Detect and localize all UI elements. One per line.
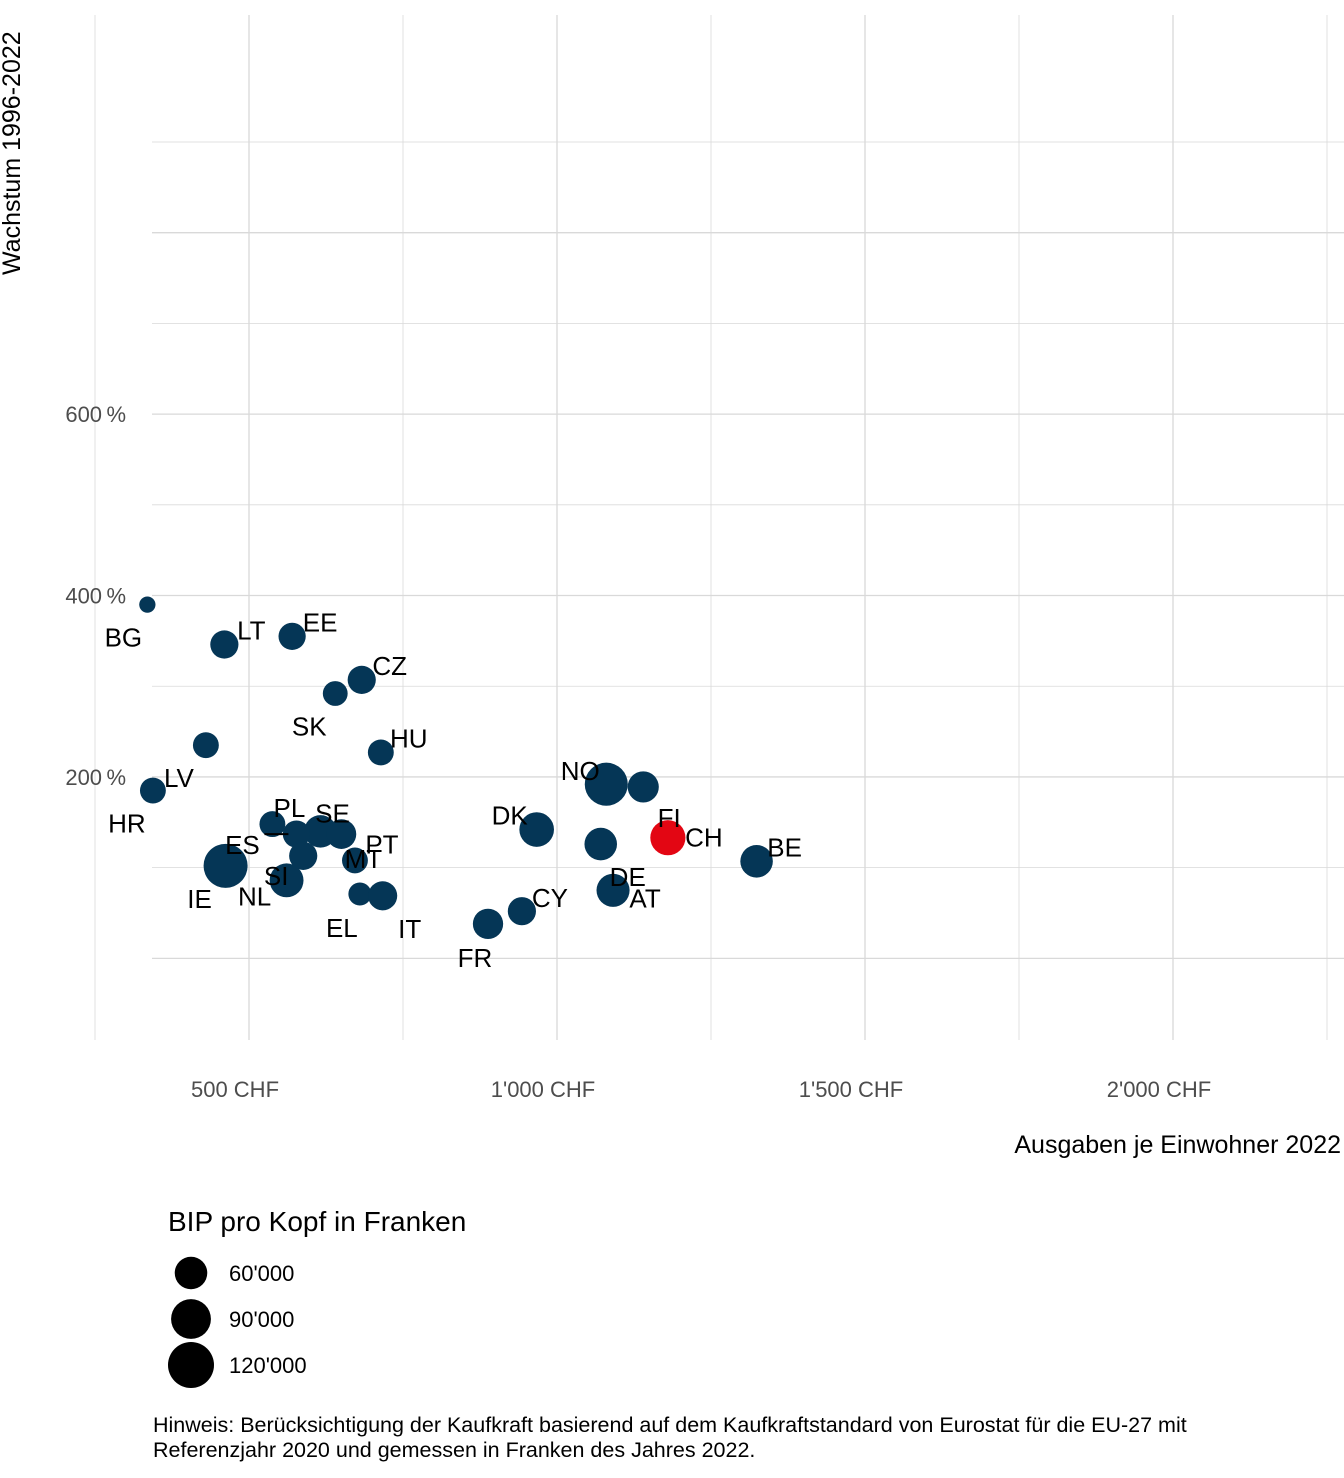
x-tick-label: 1'000 CHF	[491, 1077, 595, 1102]
point-label-el: EL	[326, 913, 358, 943]
point-label-sk: SK	[292, 711, 327, 741]
point-label-fi: FI	[658, 803, 681, 833]
data-point-de	[584, 827, 618, 861]
data-point-si	[289, 841, 318, 870]
data-points	[139, 596, 773, 940]
point-label-pt: PT	[365, 829, 398, 859]
point-label-se: SE	[315, 798, 350, 828]
data-point-ch	[650, 820, 686, 856]
data-point-mt	[326, 819, 357, 849]
data-point-nl	[269, 863, 304, 898]
point-label-lt: LT	[237, 616, 266, 646]
point-label-fr: FR	[458, 943, 493, 973]
point-label-hu: HU	[390, 723, 428, 753]
point-label-nl: NL	[238, 881, 271, 911]
data-point-lt	[210, 630, 239, 659]
y-tick-label: 400 %	[65, 584, 126, 609]
x-tick-label: 500 CHF	[191, 1077, 279, 1102]
x-tick-label: 1'500 CHF	[799, 1077, 903, 1102]
legend-label: 90'000	[229, 1307, 294, 1332]
legend-symbol	[167, 1341, 215, 1389]
data-point-ie	[203, 843, 248, 888]
legend-title: BIP pro Kopf in Franken	[168, 1206, 466, 1237]
point-labels: BGLTEECZSKHULVHRNOFILUPLDKSEESCHDEBEMTIE…	[105, 607, 802, 973]
data-point-be	[740, 845, 773, 878]
point-label-bg: BG	[105, 623, 143, 653]
data-point-dk	[519, 812, 554, 847]
point-label-at: AT	[629, 883, 660, 913]
point-label-es: ES	[225, 830, 260, 860]
y-axis-title: Wachstum 1996-2022	[0, 31, 26, 275]
data-point-at	[596, 873, 630, 907]
data-point-fr	[472, 908, 504, 940]
point-label-no: NO	[561, 756, 600, 786]
data-point-pl	[259, 811, 286, 838]
point-label-cz: CZ	[372, 651, 407, 681]
data-point-no	[584, 762, 628, 806]
size-legend: BIP pro Kopf in Franken 60'000 90'000 120'…	[167, 1206, 466, 1389]
point-label-it: IT	[398, 914, 421, 944]
x-axis-tick-labels: 500 CHF 1'000 CHF 1'500 CHF 2'000 CHF	[191, 1077, 1211, 1102]
data-point-bg	[139, 596, 156, 613]
data-point-cz	[347, 665, 376, 694]
data-point-es	[282, 820, 311, 848]
point-label-hr: HR	[108, 809, 146, 839]
x-tick-label: 2'000 CHF	[1107, 1077, 1211, 1102]
legend-symbol	[171, 1299, 211, 1339]
y-tick-label: 600 %	[65, 402, 126, 427]
legend-label: 60'000	[229, 1261, 294, 1286]
data-point-fi	[627, 771, 659, 803]
data-point-hu	[367, 739, 394, 766]
data-point-sk	[322, 681, 348, 706]
legend-symbol	[174, 1256, 208, 1290]
y-tick-label: 200 %	[65, 765, 126, 790]
point-label-be: BE	[767, 832, 802, 862]
point-label-ie: IE	[187, 884, 212, 914]
x-axis-title: Ausgaben je Einwohner 2022	[1014, 1131, 1341, 1159]
point-label-de: DE	[610, 862, 646, 892]
point-label-si: SI	[264, 861, 289, 891]
data-point-it	[368, 881, 398, 911]
point-label-dk: DK	[492, 801, 529, 831]
point-label-pl: PL	[274, 793, 306, 823]
point-label-ch: CH	[685, 823, 723, 853]
point-label-lv: LV	[164, 763, 195, 793]
data-point-ee	[278, 622, 306, 650]
legend-label: 120'000	[229, 1353, 307, 1378]
data-point-cy	[507, 897, 536, 926]
data-point-lv	[192, 732, 219, 759]
data-point-pt	[342, 847, 368, 874]
y-axis-tick-labels: 200 % 400 % 600 %	[65, 402, 126, 790]
point-label-mt: MT	[345, 844, 383, 874]
data-point-hr	[139, 777, 166, 804]
point-label-cy: CY	[532, 883, 568, 913]
footnote: Hinweis: Berücksichtigung der Kaufkraft …	[153, 1413, 1187, 1462]
point-label-ee: EE	[303, 607, 338, 637]
data-point-el	[348, 882, 372, 906]
